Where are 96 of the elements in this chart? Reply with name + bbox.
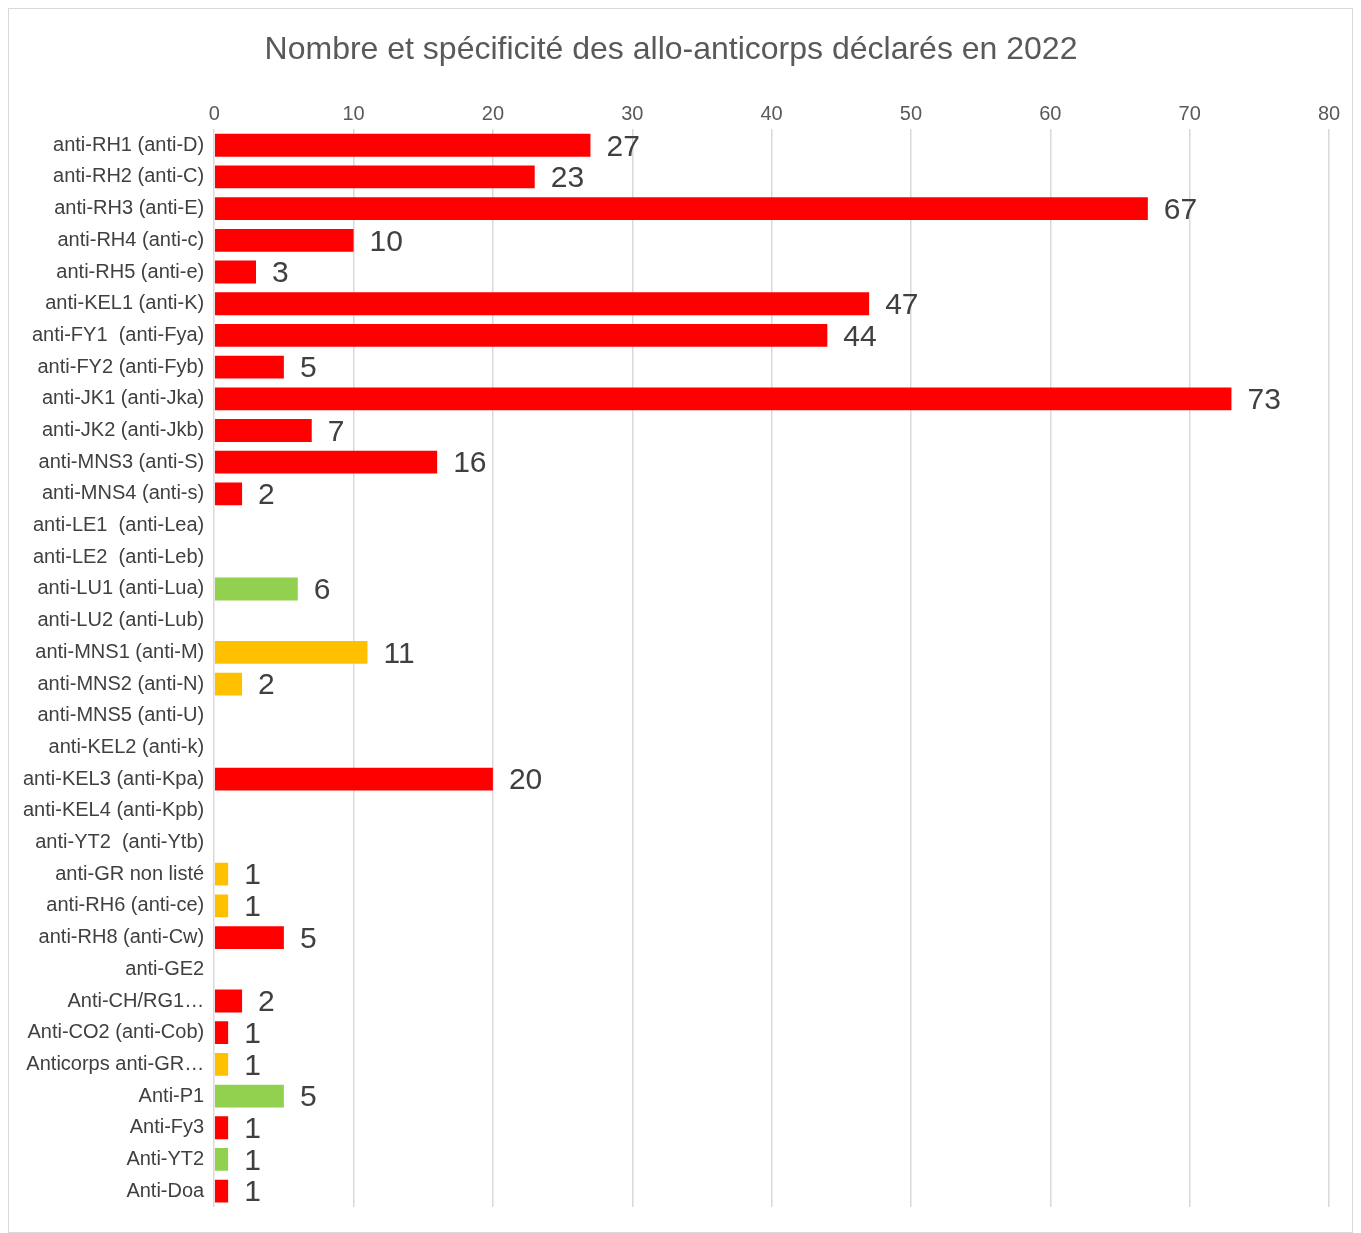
x-tick-label: 40 — [760, 101, 783, 124]
y-tick-label: anti-KEL4 (anti-Kpb) — [23, 798, 205, 821]
y-tick-label: anti-FY1 (anti-Fya) — [31, 322, 205, 345]
x-tick-label: 10 — [342, 101, 365, 124]
data-label: 2 — [258, 477, 275, 511]
data-label: 2 — [258, 984, 275, 1018]
data-label: 27 — [606, 128, 640, 162]
y-tick-label: Anti-Fy3 — [129, 1115, 205, 1138]
y-tick-label: Anti-CH/RG1… — [67, 988, 205, 1011]
y-tick-label: anti-GE2 — [125, 956, 205, 979]
y-tick-label: anti-MNS5 (anti-U) — [37, 703, 205, 726]
bar — [214, 387, 1232, 411]
chart-title: Nombre et spécificité des allo-anticorps déclarés en 2022 — [264, 30, 1078, 67]
y-tick-label: anti-GR non listé — [55, 861, 205, 884]
bar — [214, 228, 354, 252]
bar — [214, 1116, 229, 1140]
y-tick-label: anti-MNS1 (anti-M) — [35, 639, 205, 662]
y-tick-label: anti-LE2 (anti-Leb) — [33, 544, 205, 567]
y-tick-label: Anti-CO2 (anti-Cob) — [27, 1020, 205, 1043]
data-label: 1 — [244, 1174, 261, 1208]
y-tick-label: anti-KEL3 (anti-Kpa) — [23, 766, 205, 789]
data-label: 1 — [244, 1111, 261, 1145]
data-label: 1 — [244, 857, 261, 891]
y-tick-label: anti-RH3 (anti-E) — [54, 196, 205, 219]
x-tick-label: 70 — [1178, 101, 1201, 124]
data-label: 10 — [369, 223, 403, 257]
x-tick-label: 0 — [208, 101, 220, 124]
data-label: 5 — [299, 350, 317, 384]
x-tick-label: 80 — [1317, 101, 1341, 124]
bar — [214, 197, 1148, 221]
data-label: 16 — [453, 445, 487, 479]
data-label: 3 — [272, 255, 289, 289]
y-tick-label: anti-FY2 (anti-Fyb) — [37, 354, 205, 377]
y-tick-label: Anti-YT2 — [126, 1146, 205, 1169]
bar — [214, 1084, 284, 1108]
bar — [214, 862, 229, 886]
y-tick-label: anti-JK2 (anti-Jkb) — [41, 418, 205, 441]
data-label: 1 — [244, 1015, 261, 1049]
data-label: 23 — [550, 160, 585, 194]
data-label: 7 — [327, 413, 345, 447]
bar — [214, 767, 493, 791]
y-tick-label: anti-LU1 (anti-Lua) — [37, 576, 205, 599]
bar — [214, 450, 438, 474]
y-tick-label: anti-KEL1 (anti-K) — [45, 291, 205, 314]
data-label: 5 — [299, 920, 317, 954]
bar — [214, 1052, 229, 1076]
x-tick-label: 60 — [1039, 101, 1062, 124]
bar — [214, 672, 243, 696]
x-tick-label: 50 — [899, 101, 923, 124]
data-label: 1 — [244, 1142, 261, 1176]
bar — [214, 260, 257, 284]
bar — [214, 1179, 229, 1203]
data-label: 1 — [244, 889, 261, 923]
bar — [214, 577, 298, 601]
y-tick-label: anti-RH6 (anti-ce) — [46, 893, 205, 916]
y-tick-label: anti-KEL2 (anti-k) — [48, 734, 205, 757]
data-label: 20 — [508, 762, 543, 796]
y-tick-label: anti-YT2 (anti-Ytb) — [35, 830, 205, 853]
data-label: 5 — [299, 1079, 317, 1113]
bar — [214, 165, 535, 189]
bar — [214, 1021, 229, 1045]
y-tick-label: anti-LU2 (anti-Lub) — [37, 608, 205, 631]
bar — [214, 292, 870, 316]
bar — [214, 989, 243, 1013]
y-tick-label: anti-RH1 (anti-D) — [53, 132, 205, 155]
y-tick-label: anti-MNS4 (anti-s) — [41, 481, 205, 504]
data-label: 1 — [244, 1047, 261, 1081]
y-tick-label: anti-RH5 (anti-e) — [56, 259, 205, 282]
x-tick-label: 30 — [621, 101, 644, 124]
bar — [214, 482, 243, 506]
bar — [214, 894, 229, 918]
bar — [214, 1148, 229, 1171]
bar — [214, 133, 591, 157]
bar — [214, 640, 368, 664]
bar — [214, 926, 284, 950]
data-label: 11 — [383, 635, 415, 669]
y-tick-label: anti-MNS2 (anti-N) — [37, 671, 205, 694]
bar — [214, 324, 828, 347]
data-label: 44 — [843, 318, 877, 352]
bar — [214, 355, 284, 379]
y-tick-label: Anti-Doa — [126, 1178, 206, 1201]
y-tick-label: anti-RH4 (anti-c) — [57, 227, 205, 250]
data-label: 73 — [1247, 382, 1281, 416]
y-tick-label: anti-RH2 (anti-C) — [53, 164, 205, 187]
data-label: 67 — [1163, 191, 1198, 225]
y-tick-label: Anti-P1 — [138, 1083, 205, 1106]
y-tick-label: Anticorps anti-GR… — [26, 1051, 205, 1074]
bar — [214, 419, 312, 442]
y-tick-label: anti-RH8 (anti-Cw) — [38, 925, 205, 948]
data-label: 47 — [885, 286, 919, 320]
y-tick-label: anti-LE1 (anti-Lea) — [33, 513, 205, 536]
y-tick-label: anti-JK1 (anti-Jka) — [41, 386, 205, 409]
y-tick-label: anti-MNS3 (anti-S) — [38, 449, 205, 472]
data-label: 2 — [258, 667, 275, 701]
x-tick-label: 20 — [481, 101, 505, 124]
data-label: 6 — [313, 572, 331, 606]
